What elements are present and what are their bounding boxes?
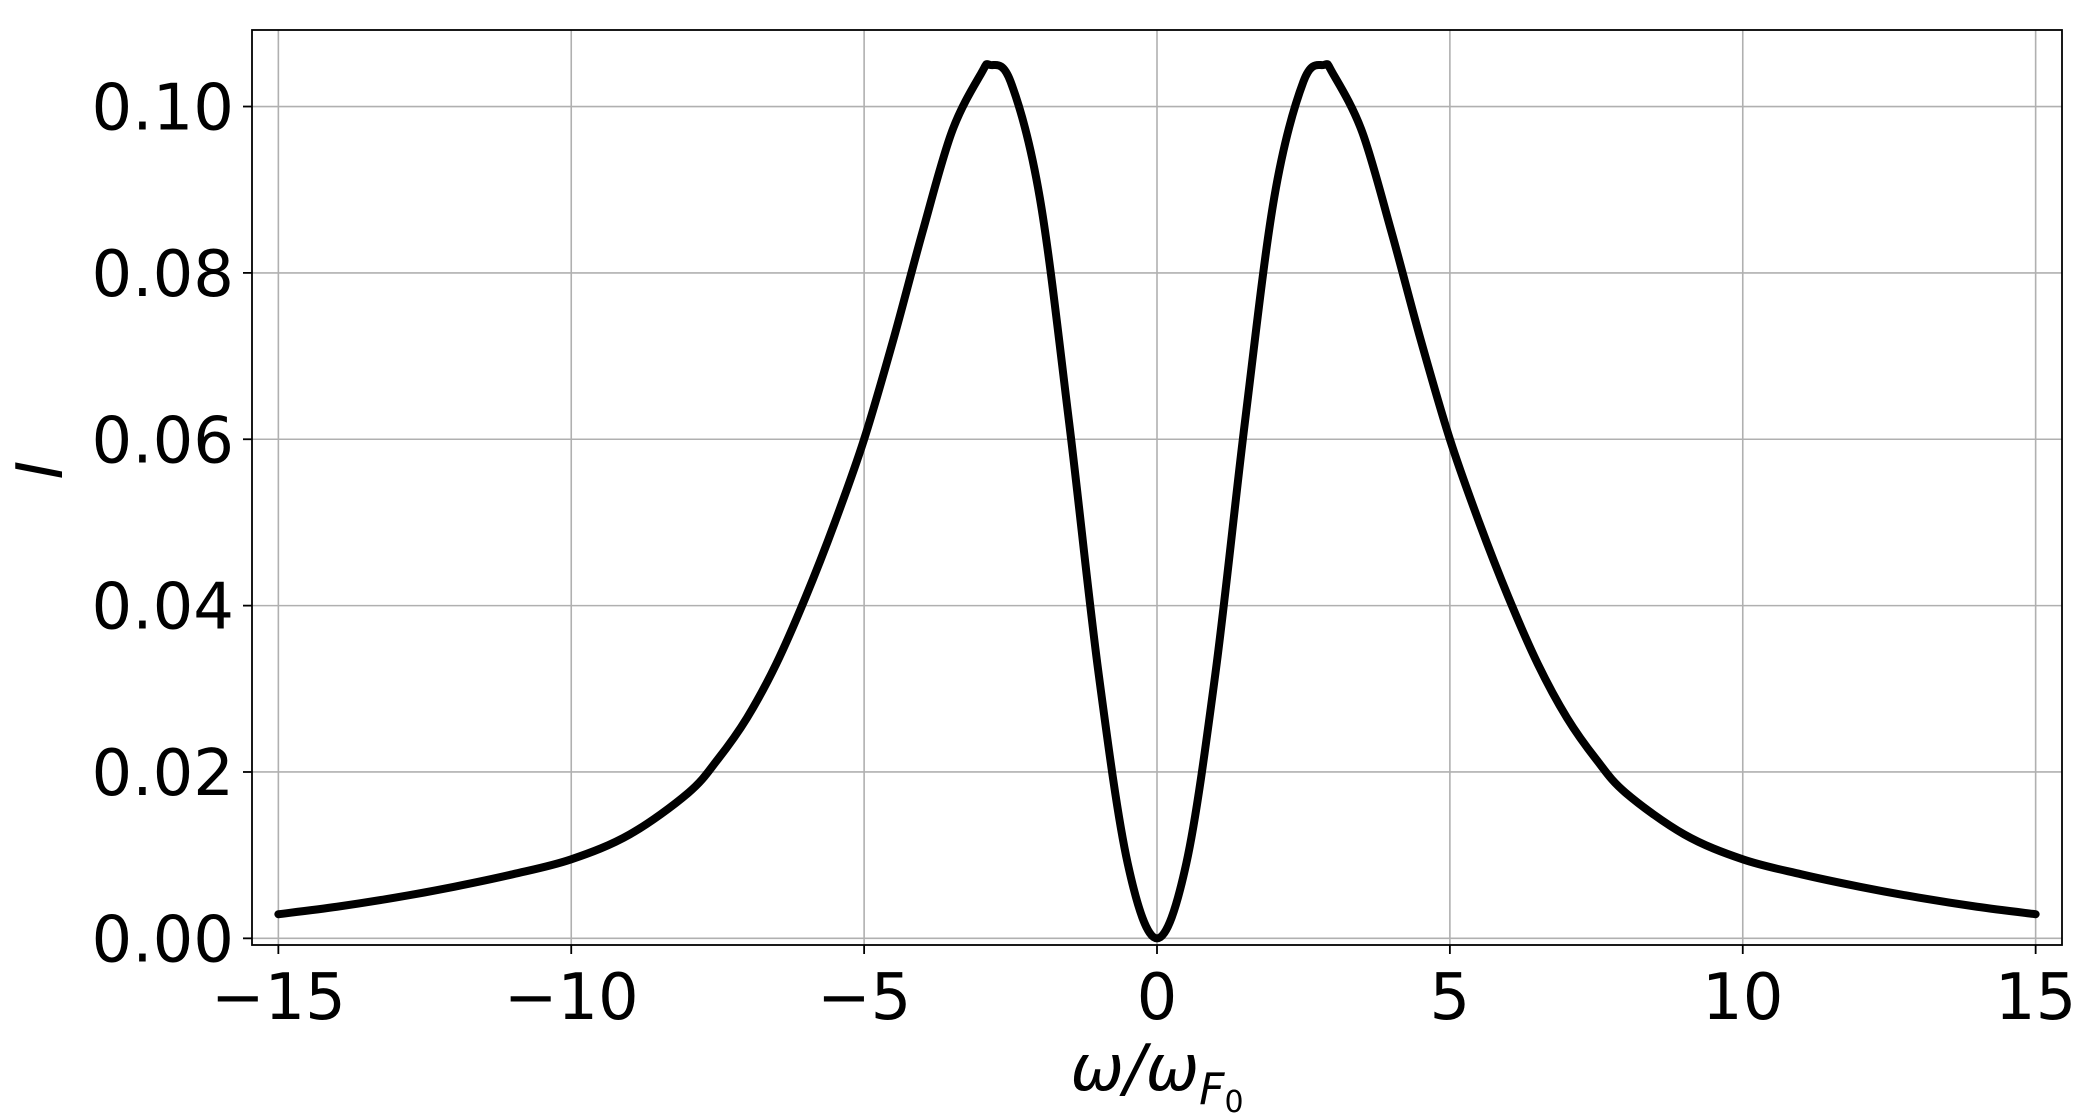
x-tick-label: 0 [1137,961,1178,1035]
x-axis-label: ω/ωF0 [1070,1032,1243,1118]
y-tick-label: 0.08 [92,238,235,312]
x-axis-label-base: ω/ω [1070,1032,1199,1106]
tick-labels: −15 −10 −5 0 5 10 15 0.00 0.02 0.04 0.06 0.08 0.10 [92,72,2077,1035]
grid [252,30,2062,945]
y-tick-label: 0.02 [92,737,235,811]
series-layer [274,60,2040,943]
y-tick-label: 0.00 [92,903,235,977]
x-tick-label: 15 [1995,961,2076,1035]
series-line [274,60,2040,943]
y-tick-label: 0.06 [92,404,235,478]
x-axis-label-sub: F [1199,1064,1225,1115]
x-tick-label: 10 [1702,961,1783,1035]
y-tick-label: 0.04 [92,571,235,645]
y-axis-label: I [4,461,78,480]
x-tick-label: −5 [817,961,911,1035]
ticks [243,105,2037,954]
y-tick-label: 0.10 [92,72,235,146]
x-axis-label-subsub: 0 [1224,1085,1243,1118]
x-tick-label: −15 [211,961,346,1035]
x-tick-label: −10 [504,961,639,1035]
x-tick-label: 5 [1430,961,1471,1035]
